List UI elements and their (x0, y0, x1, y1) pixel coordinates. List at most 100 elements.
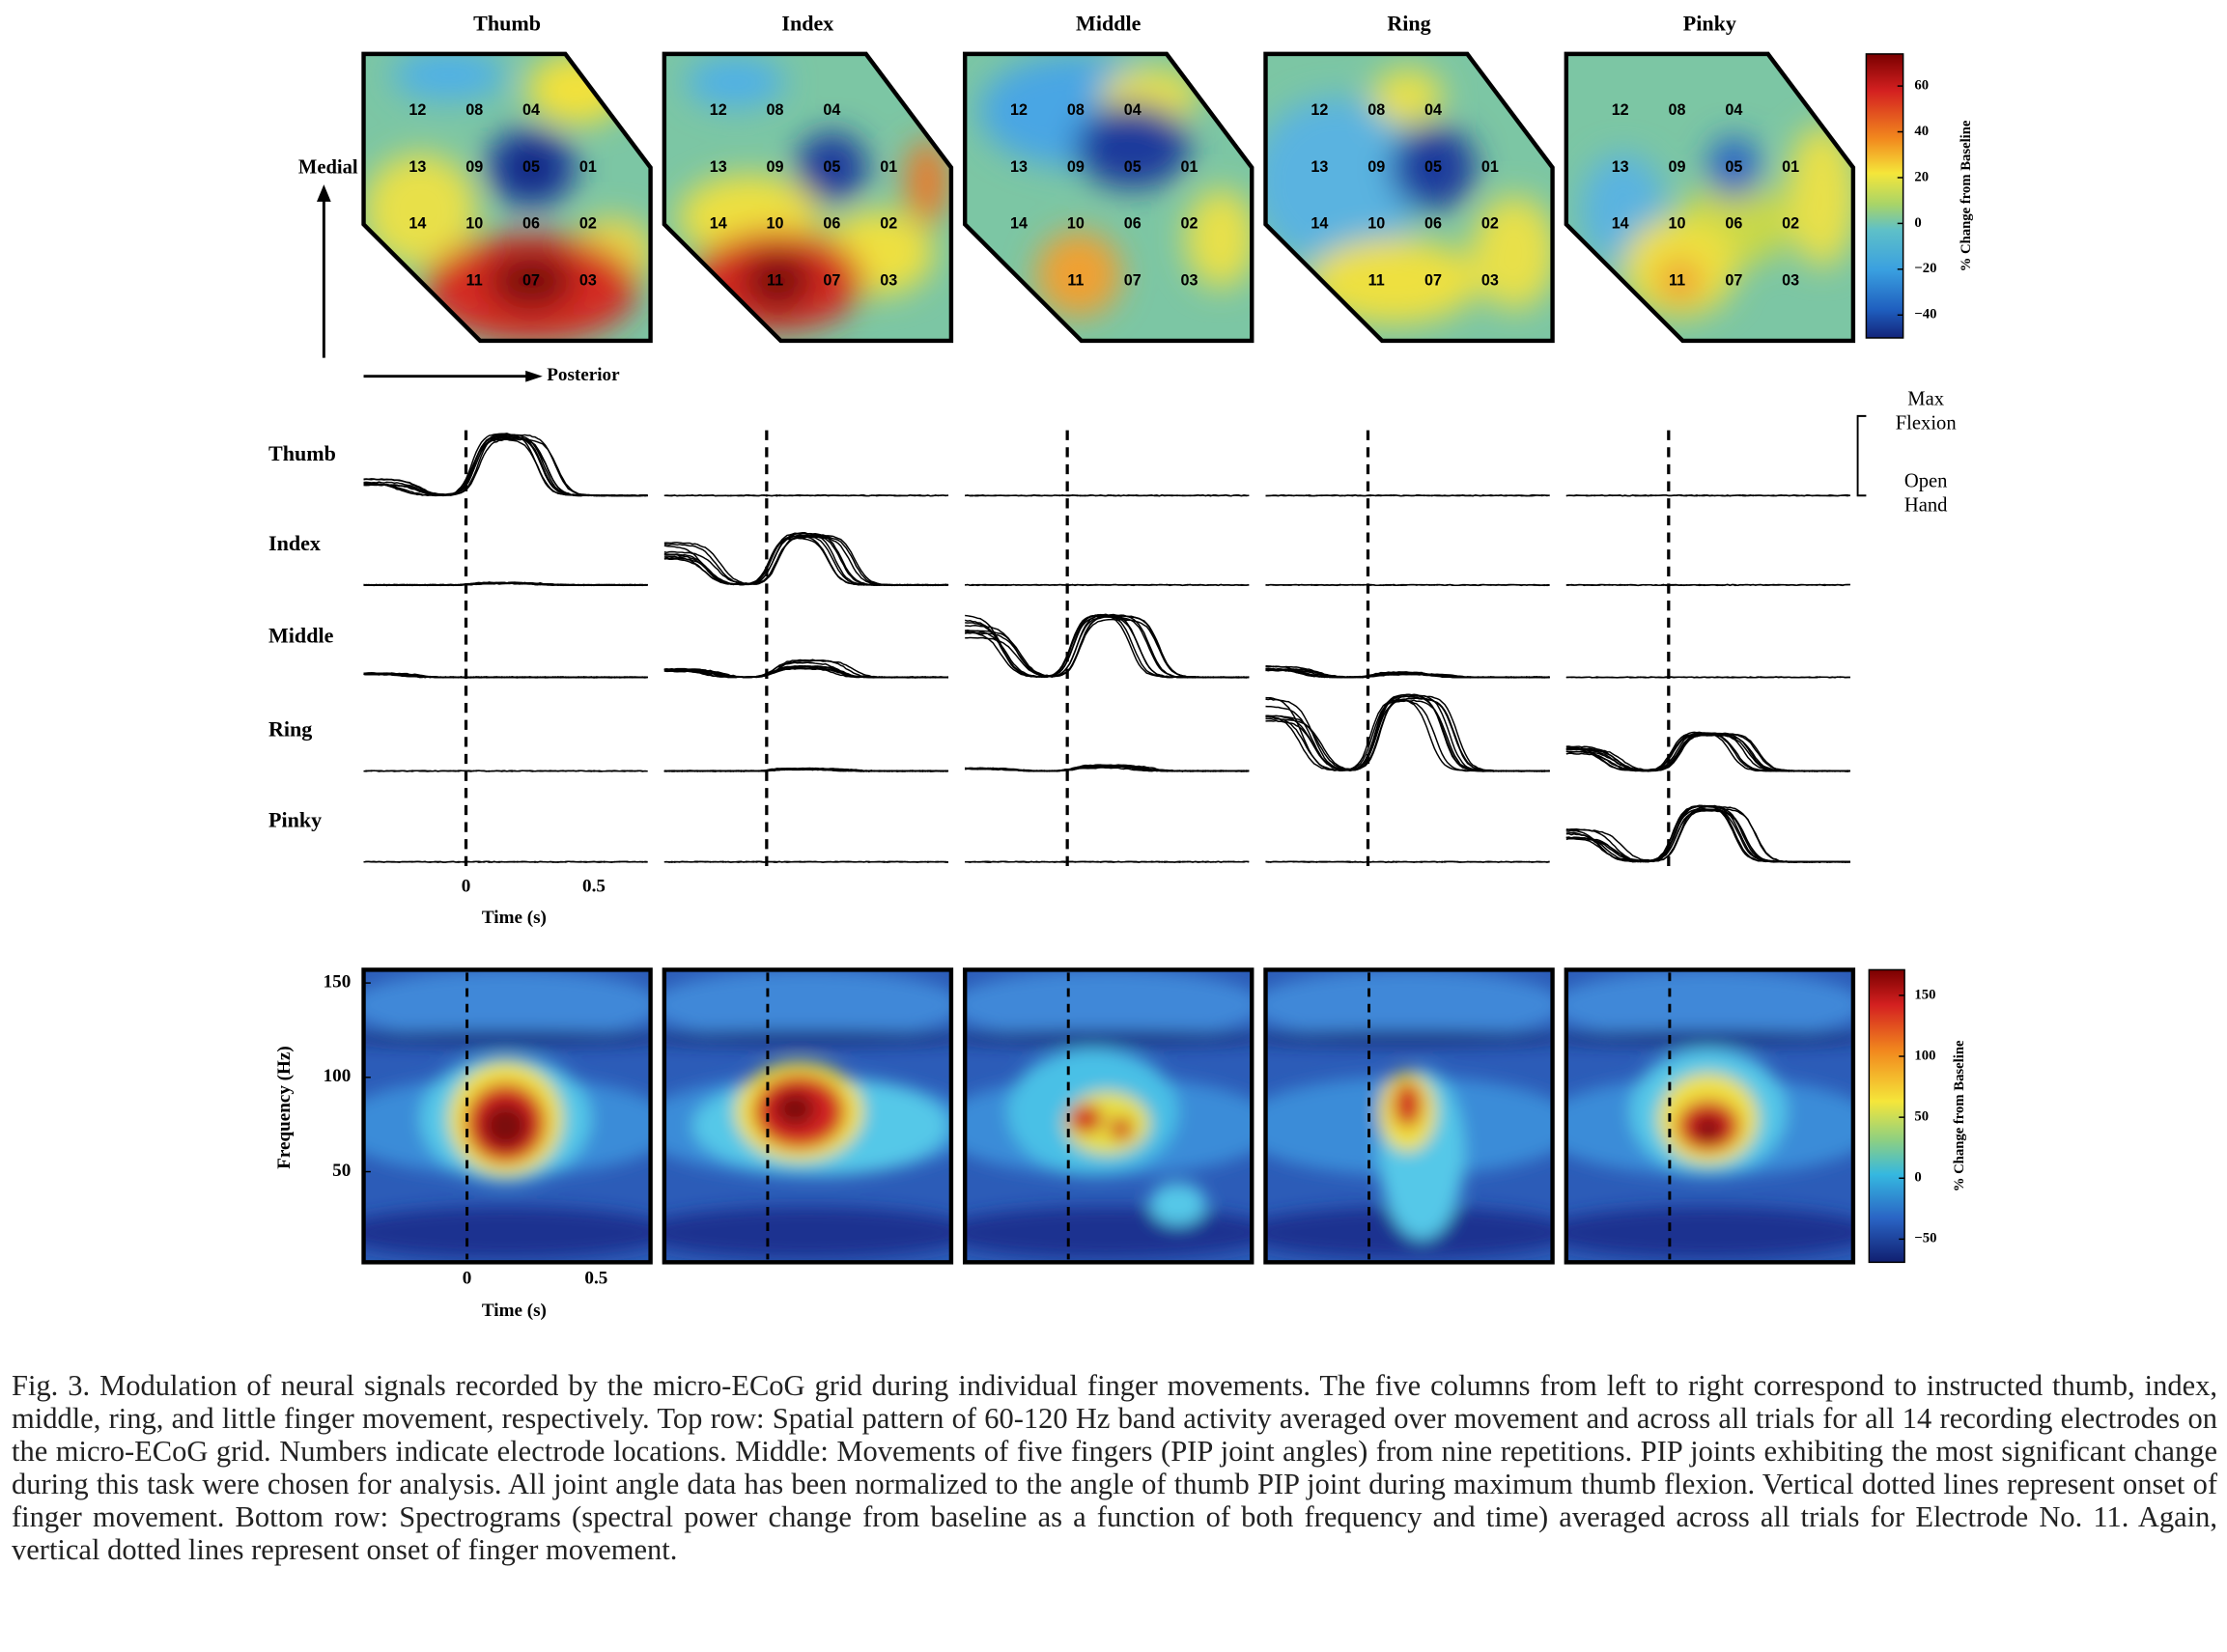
electrode-label: 09 (465, 158, 483, 176)
arrow-head (525, 370, 543, 382)
spectrogram-image (965, 969, 1253, 1263)
row-label: Ring (268, 716, 312, 741)
power-blob (1565, 1030, 1853, 1046)
activity-blob (685, 56, 785, 108)
colorbar-tick-label: 100 (1914, 1048, 1935, 1063)
trace-group (663, 767, 949, 772)
joint-trace (363, 438, 648, 497)
activity-blob (1265, 97, 1423, 267)
electrode-label: 07 (522, 271, 540, 289)
electrode-label: 06 (1124, 215, 1142, 233)
electrode-label: 02 (1181, 215, 1198, 233)
grid-outline (962, 51, 1254, 344)
electrode-label: 11 (1368, 271, 1385, 289)
electrode-label: 03 (1481, 271, 1499, 289)
joint-trace (965, 860, 1250, 863)
joint-trace (1265, 693, 1550, 772)
trace-group (663, 494, 949, 497)
y-axis-label: Frequency (Hz) (274, 1046, 295, 1169)
electrode-label: 03 (1181, 271, 1198, 289)
y-tick-label: 150 (324, 971, 352, 992)
map-image (965, 53, 1253, 341)
x-tick-label: 0.5 (582, 877, 606, 897)
spec-blobs (663, 969, 951, 1258)
electrode-label: 05 (522, 158, 540, 176)
joint-trace (363, 673, 648, 679)
electrode-label: 14 (710, 215, 727, 233)
spectrogram-image (1565, 969, 1853, 1263)
power-blob (1565, 1207, 1853, 1258)
joint-trace (663, 535, 949, 587)
trace-group (1265, 494, 1550, 497)
electrode-label: 01 (880, 158, 897, 176)
grid-outline (1564, 51, 1856, 344)
spectrogram-image (1265, 969, 1553, 1263)
joint-trace (1265, 583, 1550, 587)
joint-trace (1565, 583, 1850, 587)
trace-group (1565, 804, 1851, 863)
joint-trace (363, 434, 648, 497)
electrode-label: 06 (1424, 215, 1442, 233)
arrow-head (317, 184, 331, 202)
electrode-label: 14 (1010, 215, 1028, 233)
trace-group (1565, 731, 1851, 772)
trace-group (1265, 583, 1550, 587)
map-image (1265, 53, 1553, 341)
column-title: Thumb (473, 12, 541, 36)
joint-trace (965, 615, 1250, 679)
electrode-label: 06 (823, 215, 840, 233)
power-blob (775, 1091, 815, 1127)
activity-blob (1185, 188, 1253, 289)
y-tick-label: 50 (332, 1161, 351, 1181)
activity-blob (510, 147, 553, 188)
power-blob (1694, 1115, 1723, 1142)
spectrogram (662, 967, 954, 1265)
electrode-label: 02 (880, 215, 897, 233)
power-blob (1068, 1105, 1103, 1134)
electrode-label: 12 (1612, 101, 1629, 119)
power-blob (965, 1030, 1253, 1046)
trace-group (1265, 860, 1550, 863)
power-blob (663, 1207, 951, 1258)
trace-group (363, 581, 648, 587)
electrode-label: 12 (409, 101, 426, 119)
activity-blob (1658, 260, 1702, 303)
trace-group (363, 433, 648, 497)
joint-trace (1265, 696, 1550, 772)
trace-group (1265, 693, 1550, 772)
joint-trace (1265, 695, 1550, 772)
colorbar-tick-label: −40 (1914, 307, 1936, 322)
map-image (1565, 53, 1853, 341)
trace-group (363, 770, 648, 772)
electrode-label: 02 (579, 215, 597, 233)
power-blob (965, 969, 1253, 1041)
grid-outline (662, 51, 954, 344)
figure: Medial Posterior Max Flexion Open Hand T… (268, 12, 1974, 1322)
electrode-label: 04 (1124, 101, 1142, 119)
colorbar-tick-label: 0 (1914, 215, 1921, 231)
activity-blob (905, 139, 948, 225)
joint-trace (965, 618, 1250, 679)
joint-trace (663, 536, 949, 587)
electrode-label: 01 (579, 158, 597, 176)
activity-blob (796, 131, 868, 204)
trace-group (1565, 494, 1851, 497)
spatial-map: 12 08 04 13 09 05 01 14 10 06 02 11 07 03 (1263, 51, 1555, 344)
spec-blobs (363, 969, 651, 1258)
row-label: Index (268, 531, 321, 555)
spec-blobs (1265, 969, 1553, 1258)
joint-trace (965, 494, 1250, 497)
trace-group (965, 583, 1250, 587)
electrode-label: 13 (1311, 158, 1328, 176)
electrode-label: 04 (522, 101, 540, 119)
electrode-label: 08 (465, 101, 483, 119)
power-blob (1110, 1117, 1133, 1140)
joint-trace (663, 658, 949, 679)
joint-trace (1565, 734, 1850, 772)
electrode-label: 05 (1424, 158, 1442, 176)
x-axis-label: Time (s) (482, 1301, 547, 1321)
joint-trace (1565, 676, 1850, 679)
map-blobs (1580, 125, 1853, 317)
spatial-map: 12 08 04 13 09 05 01 14 10 06 02 11 07 03 (662, 51, 954, 344)
electrode-label: 09 (1367, 158, 1385, 176)
